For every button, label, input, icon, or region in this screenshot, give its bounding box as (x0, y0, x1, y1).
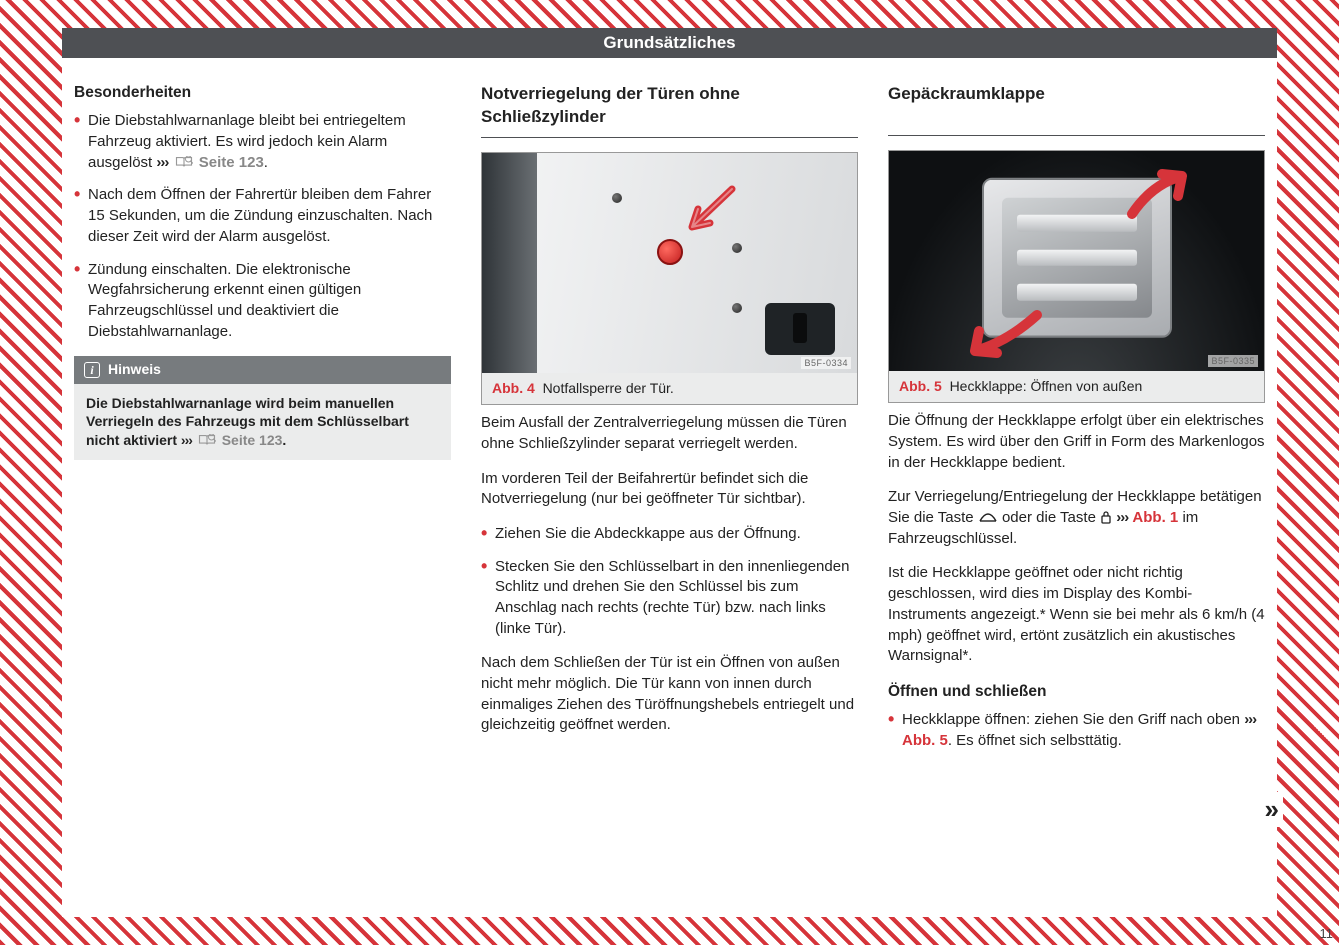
figure-reference-link[interactable]: Abb. 1 (1132, 509, 1178, 526)
figure-5: B5F-0335 Abb. 5 Heckklappe: Öffnen von a… (888, 150, 1265, 403)
ref-arrow-icon: ››› (181, 432, 192, 448)
bullet-text: Heckklappe öffnen: ziehen Sie den Griff … (902, 711, 1240, 728)
book-icon (175, 156, 193, 168)
continue-indicator-icon: » (1261, 792, 1283, 827)
figure-code: B5F-0334 (801, 357, 851, 369)
list-item: Ziehen Sie die Abdeckkappe aus der Öffnu… (481, 524, 858, 545)
col3-title: Gepäckraumklappe (888, 82, 1265, 136)
three-column-layout: Besonderheiten Die Diebstahlwarnanlage b… (62, 58, 1277, 766)
list-item: Heckklappe öffnen: ziehen Sie den Griff … (888, 710, 1265, 751)
paragraph: Im vorderen Teil der Beifahrertür befind… (481, 469, 858, 510)
ref-arrow-icon: ››› (1116, 509, 1128, 526)
logo-bar-graphic (1017, 215, 1137, 232)
list-item: Stecken Sie den Schlüsselbart in den inn… (481, 557, 858, 640)
figure-number: Abb. 4 (492, 380, 535, 396)
paragraph: Beim Ausfall der Zentralverriegelung müs… (481, 413, 858, 454)
list-item: Nach dem Öffnen der Fahrertür bleiben de… (74, 185, 451, 247)
trunk-open-icon (978, 512, 998, 524)
column-2: Notverriegelung der Türen ohne Schließzy… (481, 82, 858, 766)
lock-plate-graphic (765, 303, 835, 355)
figure-4-caption: Abb. 4 Notfallsperre der Tür. (482, 373, 857, 404)
list-item: Zündung einschalten. Die elektronische W… (74, 260, 451, 343)
paragraph: Nach dem Schließen der Tür ist ein Öffne… (481, 653, 858, 736)
paragraph: Die Öffnung der Heckklappe erfolgt über … (888, 411, 1265, 473)
note-box: i Hinweis Die Diebstahlwarnanlage wird b… (74, 356, 451, 460)
note-header: i Hinweis (74, 356, 451, 383)
col3-bullets: Heckklappe öffnen: ziehen Sie den Griff … (888, 710, 1265, 751)
logo-bar-graphic (1017, 284, 1137, 301)
figure-caption-text: Notfallsperre der Tür. (543, 380, 674, 396)
ref-arrow-icon: ››› (156, 154, 168, 171)
col1-bullets: Die Diebstahlwarnanlage bleibt bei entri… (74, 111, 451, 342)
chapter-header: Grundsätzliches (62, 28, 1277, 58)
page-reference-link[interactable]: Seite 123 (222, 432, 283, 448)
figure-caption-text: Heckklappe: Öffnen von außen (950, 378, 1143, 394)
red-arrow-down-icon (957, 307, 1047, 362)
screw-graphic (732, 303, 742, 313)
ref-arrow-icon: ››› (1244, 711, 1256, 728)
red-arrow-up-icon (1122, 164, 1202, 224)
col3-subheading: Öffnen und schließen (888, 681, 1265, 702)
figure-5-image: B5F-0335 (889, 151, 1264, 371)
info-icon: i (84, 362, 100, 378)
figure-4-image: B5F-0334 (482, 153, 857, 373)
list-item: Die Diebstahlwarnanlage bleibt bei entri… (74, 111, 451, 173)
text: . Es öffnet sich selbsttätig. (948, 732, 1122, 749)
note-title: Hinweis (108, 360, 161, 379)
page-reference-link[interactable]: Seite 123 (199, 154, 264, 171)
figure-4: B5F-0334 Abb. 4 Notfallsperre der Tür. (481, 152, 858, 405)
paragraph: Ist die Heckklappe geöffnet oder nicht r… (888, 563, 1265, 666)
page-content: Grundsätzliches Besonderheiten Die Diebs… (62, 28, 1277, 917)
red-arrow-icon (677, 179, 747, 249)
door-edge-graphic (482, 153, 537, 373)
col2-bullets: Ziehen Sie die Abdeckkappe aus der Öffnu… (481, 524, 858, 639)
page-number: 11 (1320, 926, 1334, 941)
column-3: Gepäckraumklappe (888, 82, 1265, 766)
lock-icon (1100, 510, 1112, 524)
figure-code: B5F-0335 (1208, 355, 1258, 367)
lock-slot-graphic (793, 313, 807, 343)
note-body: Die Diebstahlwarnanlage wird beim manuel… (74, 384, 451, 461)
paragraph: Zur Verriegelung/Entriegelung der Heckkl… (888, 487, 1265, 549)
col1-heading: Besonderheiten (74, 82, 451, 103)
column-1: Besonderheiten Die Diebstahlwarnanlage b… (74, 82, 451, 766)
col2-title: Notverriegelung der Türen ohne Schließzy… (481, 82, 858, 138)
punct: . (282, 432, 286, 448)
figure-reference-link[interactable]: Abb. 5 (902, 732, 948, 749)
figure-5-caption: Abb. 5 Heckklappe: Öffnen von außen (889, 371, 1264, 402)
screw-graphic (612, 193, 622, 203)
book-icon (198, 434, 216, 446)
punct: . (264, 154, 268, 171)
logo-bar-graphic (1017, 249, 1137, 266)
figure-number: Abb. 5 (899, 378, 942, 394)
text: oder die Taste (1002, 509, 1100, 526)
